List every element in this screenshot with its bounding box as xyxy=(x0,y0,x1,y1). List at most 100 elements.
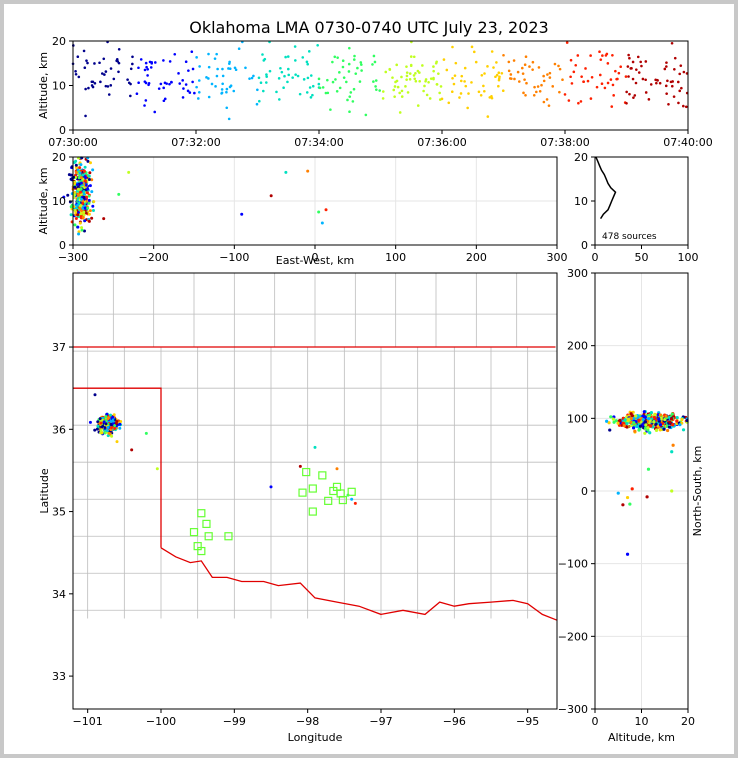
time-height-source-point xyxy=(672,95,676,98)
plan-view-source-point xyxy=(353,501,357,505)
time-height-source-point xyxy=(474,60,478,64)
time-height-source-point xyxy=(129,67,133,71)
time-height-source-point xyxy=(116,60,120,63)
state-boundary-texas-panhandle xyxy=(73,387,162,548)
time-height-source-point xyxy=(501,89,505,93)
time-height-source-point xyxy=(574,63,578,67)
time-height-source-point xyxy=(492,66,495,69)
time-height-source-point xyxy=(553,62,557,66)
time-height-source-point xyxy=(225,90,228,94)
time-height-source-point xyxy=(173,52,177,56)
plan-view-source-point xyxy=(313,445,317,449)
ew-ytick-label: 10 xyxy=(52,195,66,208)
time-height-source-point xyxy=(405,78,408,81)
plan-view-source-point xyxy=(93,393,97,397)
time-ytick-label: 0 xyxy=(59,124,66,137)
time-ytick-label: 10 xyxy=(52,80,66,93)
time-height-source-point xyxy=(480,73,484,77)
time-height-source-point xyxy=(545,98,549,101)
time-height-source-point xyxy=(439,85,443,88)
time-height-source-point xyxy=(582,80,585,83)
ew-height-source-point xyxy=(69,205,73,209)
time-height-source-point xyxy=(129,94,132,98)
time-height-source-point xyxy=(631,60,635,64)
ns-ytick-label: 100 xyxy=(567,412,588,425)
time-height-source-point xyxy=(424,80,427,83)
time-height-source-point xyxy=(423,84,426,88)
time-height-source-point xyxy=(576,54,580,57)
time-height-source-point xyxy=(301,56,305,59)
time-height-source-point xyxy=(627,75,630,78)
ew-height-source-point xyxy=(91,204,95,208)
time-height-source-point xyxy=(565,41,569,44)
ns-height-source-point xyxy=(670,412,674,416)
time-height-source-point xyxy=(287,73,291,77)
time-height-source-point xyxy=(353,54,356,58)
time-height-source-point xyxy=(524,93,527,97)
ns-height-source-point xyxy=(638,424,643,428)
time-height-source-point xyxy=(210,82,214,86)
ew-height-source-point xyxy=(73,181,77,185)
time-height-source-point xyxy=(347,62,351,66)
ew-height-source-point xyxy=(86,187,90,191)
ns-height-source-point xyxy=(611,417,615,421)
ns-ytick-label: −300 xyxy=(558,703,588,716)
time-height-source-point xyxy=(442,58,446,61)
time-height-source-point xyxy=(398,111,402,114)
plan-view-source-point xyxy=(155,467,159,471)
time-height-source-point xyxy=(371,63,374,66)
ns-height-source-point xyxy=(664,414,668,418)
time-height-source-point xyxy=(513,77,516,81)
ew-height-source-point xyxy=(75,183,79,187)
ns-height-source-point xyxy=(629,412,633,416)
time-height-source-point xyxy=(488,96,492,99)
time-height-source-point xyxy=(507,69,511,73)
ew-height-source-point xyxy=(78,171,82,175)
plan-view-source-point xyxy=(113,426,117,430)
time-height-source-point xyxy=(278,98,281,101)
ns-height-source-point xyxy=(607,421,611,425)
time-height-source-point xyxy=(422,89,425,93)
time-height-source-point xyxy=(98,61,101,65)
time-height-source-point xyxy=(451,76,454,80)
time-height-source-point xyxy=(507,60,511,64)
lma-figure: Oklahoma LMA 0730-0740 UTC July 23, 2023… xyxy=(4,4,734,754)
time-height-source-point xyxy=(163,81,167,85)
time-height-source-point xyxy=(409,55,413,58)
lma-station-marker xyxy=(308,484,317,493)
ew-height-source-point xyxy=(80,228,84,232)
time-height-source-point xyxy=(127,81,131,85)
ns-height-source-point xyxy=(641,417,645,422)
time-height-source-point xyxy=(162,59,165,62)
time-height-source-point xyxy=(598,73,602,77)
ew-height-source-point xyxy=(284,170,288,174)
plan-view-source-point xyxy=(144,431,148,435)
time-height-source-point xyxy=(302,78,306,81)
time-height-source-point xyxy=(665,61,668,64)
ns-height-source-point xyxy=(662,427,666,431)
ns-height-source-point xyxy=(635,424,639,429)
time-height-source-point xyxy=(283,74,286,78)
time-height-source-point xyxy=(381,97,385,100)
time-height-source-point xyxy=(432,69,435,73)
time-height-source-point xyxy=(463,80,466,83)
time-height-source-point xyxy=(265,75,268,78)
time-height-source-point xyxy=(384,70,388,74)
ns-height-source-point xyxy=(634,414,638,418)
time-height-source-point xyxy=(109,67,113,70)
ew-height-source-point xyxy=(86,159,90,163)
time-xtick-label: 07:32:00 xyxy=(171,136,220,149)
time-height-source-point xyxy=(684,105,688,109)
time-height-source-point xyxy=(311,84,315,88)
time-height-source-point xyxy=(306,62,309,66)
ew-xtick-label: 100 xyxy=(385,251,406,264)
time-height-source-point xyxy=(580,75,583,78)
time-height-source-point xyxy=(373,60,377,64)
time-height-source-point xyxy=(143,68,147,72)
ns-ytick-label: 300 xyxy=(567,267,588,280)
ew-height-source-point xyxy=(69,177,73,181)
time-height-source-point xyxy=(453,74,457,77)
ns-height-source-point xyxy=(678,423,682,427)
time-height-source-point xyxy=(145,65,148,69)
time-height-source-point xyxy=(144,61,148,65)
